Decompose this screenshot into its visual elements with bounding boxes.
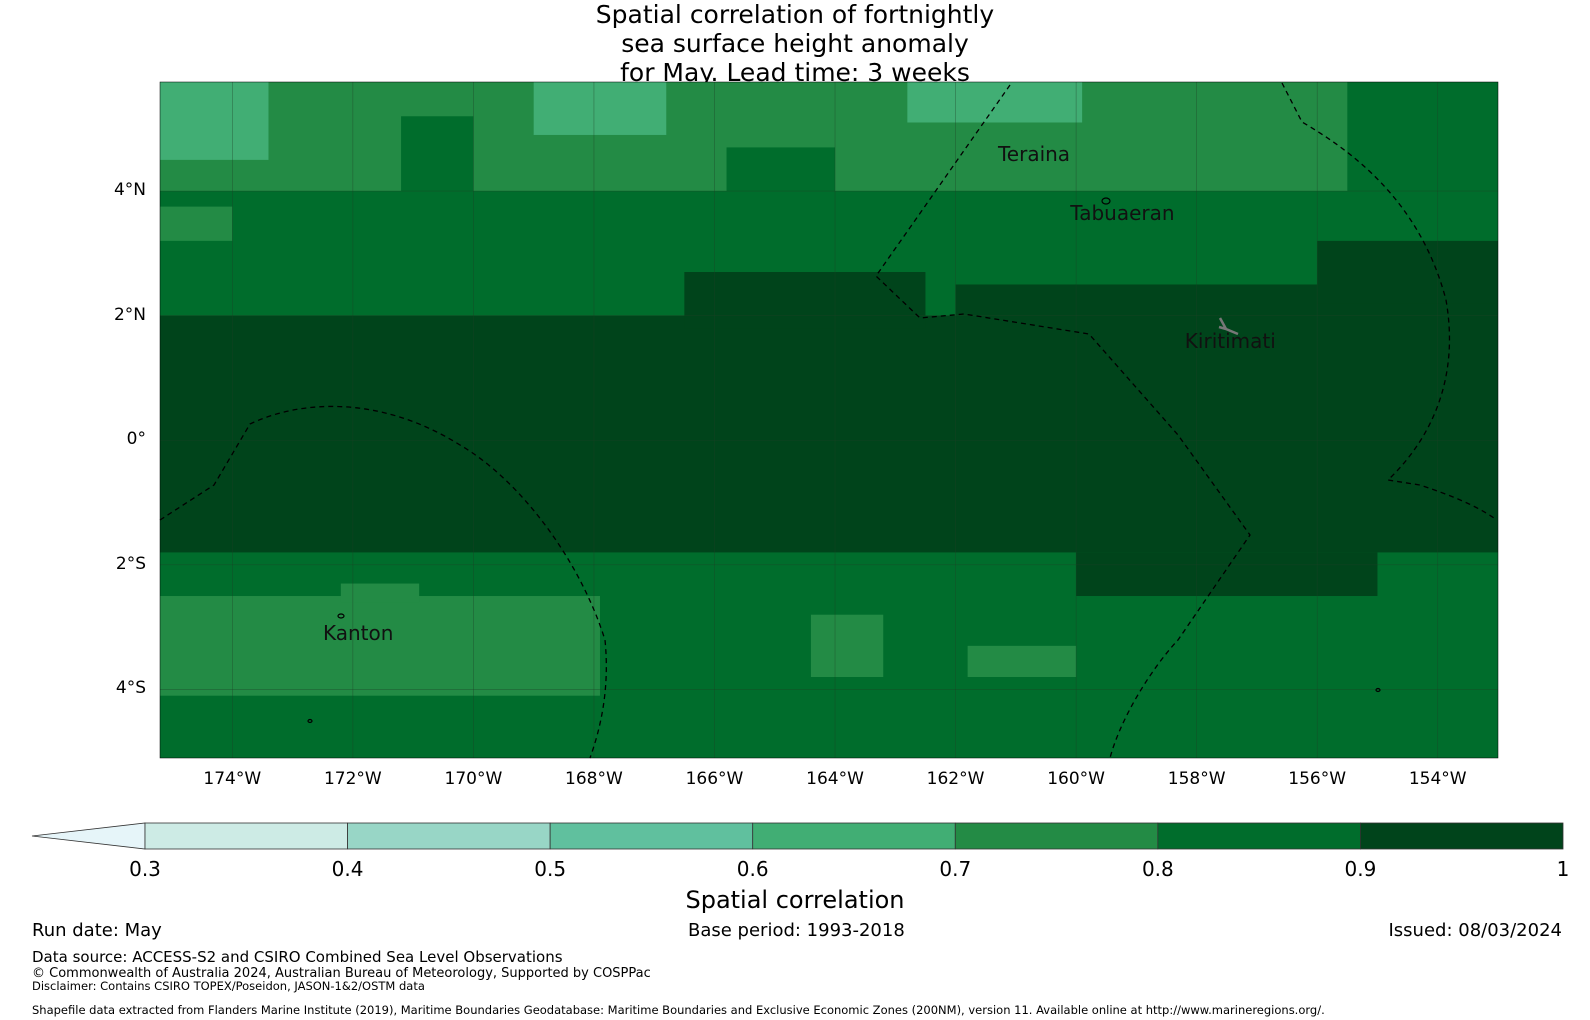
lon-tick-label: 158°W	[1167, 769, 1226, 789]
colorbar-segment	[144, 822, 348, 850]
colorbar-tick-label: 0.6	[736, 857, 769, 881]
lon-tick-label: 164°W	[806, 769, 864, 789]
eez-boundaries	[159, 82, 1495, 759]
colorbar-tick-label: 0.7	[939, 857, 972, 881]
field-cell	[160, 206, 233, 241]
island-kanton	[337, 613, 345, 619]
island-tabuaeran	[1101, 197, 1111, 205]
lon-tick-label: 170°W	[444, 769, 503, 789]
eez-boundary-line	[159, 405, 607, 759]
lat-tick-label: 0°	[126, 429, 146, 450]
islands	[307, 197, 1381, 724]
field-cell	[684, 272, 926, 329]
colorbar-segment	[549, 822, 754, 850]
field-cell	[401, 116, 474, 192]
title-line-2: sea surface height anomaly	[621, 29, 969, 58]
lon-tick-label: 174°W	[203, 769, 262, 789]
lon-tick-label: 160°W	[1047, 769, 1105, 789]
base-period: Base period: 1993-2018	[688, 920, 905, 941]
figure-title: Spatial correlation of fortnightly sea s…	[0, 0, 1590, 87]
colorbar-tick-label: 0.3	[129, 857, 161, 881]
colorbar-extend-arrow	[31, 822, 146, 850]
island-small	[1375, 687, 1381, 693]
field-cell	[160, 82, 269, 160]
island-small	[307, 718, 313, 724]
lon-tick-label: 154°W	[1408, 769, 1467, 789]
map-frame	[159, 81, 1499, 759]
lat-tick-label: 2°N	[113, 304, 146, 325]
colorbar-label: Spatial correlation	[685, 886, 905, 914]
lon-tick-label: 162°W	[926, 769, 985, 789]
colorbar-tick-label: 0.9	[1344, 857, 1377, 881]
colorbar	[31, 822, 1564, 850]
field-cell	[1347, 82, 1498, 192]
issued-date: Issued: 08/03/2024	[1388, 920, 1562, 941]
eez-boundary-line	[875, 84, 1251, 759]
place-label: Tabuaeran	[1070, 200, 1175, 225]
colorbar-tick-label: 0.8	[1141, 857, 1174, 881]
place-label: Teraina	[997, 141, 1071, 166]
colorbar-segment	[1157, 822, 1361, 850]
field-cell	[533, 82, 667, 135]
eez-boundary-line	[1281, 82, 1495, 519]
lat-tick-label: 4°N	[113, 180, 146, 201]
field-cell	[726, 147, 836, 192]
graticule	[160, 82, 1498, 758]
shapefile-credit: Shapefile data extracted from Flanders M…	[32, 1003, 1325, 1017]
run-date: Run date: May	[32, 920, 162, 941]
colorbar-tick-label: 0.5	[534, 857, 567, 881]
colorbar-tick-label: 0.4	[331, 857, 364, 881]
lon-tick-label: 168°W	[565, 769, 623, 789]
title-line-1: Spatial correlation of fortnightly	[595, 0, 995, 29]
colorbar-segment	[1360, 822, 1564, 850]
colorbar-segment	[954, 822, 1159, 850]
field-cell	[967, 645, 1077, 678]
data-source: Data source: ACCESS-S2 and CSIRO Combine…	[32, 948, 563, 966]
lon-tick-label: 172°W	[323, 769, 382, 789]
colorbar-segment	[347, 822, 551, 850]
field-cell	[810, 614, 884, 678]
field-cell	[1076, 552, 1378, 597]
field-cell	[160, 315, 1498, 553]
lat-tick-label: 4°S	[115, 678, 146, 699]
field-cell	[340, 583, 420, 603]
place-label: Kanton	[322, 621, 394, 646]
field-cell	[907, 82, 1083, 123]
place-label: Kiritimati	[1184, 328, 1276, 353]
lat-tick-label: 2°S	[115, 553, 146, 574]
field-cell	[160, 596, 600, 696]
copyright: © Commonwealth of Australia 2024, Austra…	[32, 966, 651, 981]
correlation-field	[160, 82, 1498, 758]
colorbar-tick-label: 1	[1556, 857, 1570, 881]
field-cell	[1317, 240, 1498, 304]
lon-tick-label: 166°W	[685, 769, 744, 789]
disclaimer: Disclaimer: Contains CSIRO TOPEX/Poseido…	[32, 979, 425, 993]
island-kiritimati	[1218, 317, 1239, 336]
colorbar-segment	[752, 822, 956, 850]
lon-tick-label: 156°W	[1288, 769, 1347, 789]
